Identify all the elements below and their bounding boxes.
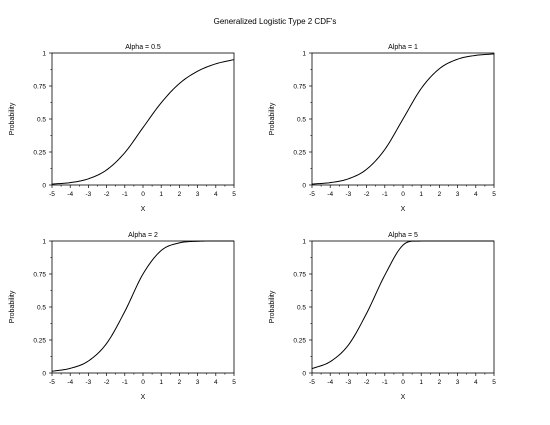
y-tick-label: 0.75: [293, 83, 306, 90]
x-tick-label: 0: [401, 191, 405, 198]
x-tick-label: 1: [419, 379, 423, 386]
series-line: [311, 240, 494, 370]
chart-panel-1: Alpha = 0.5 -5 -4 -3 -2 -1 0 1 2 3 4 5 0 0.25 0.5 0.75 1…: [9, 44, 236, 213]
y-axis-label: Probability: [9, 290, 16, 323]
x-tick-label: -1: [382, 191, 388, 198]
x-tick-label: -2: [364, 191, 370, 198]
x-axis-label: X: [141, 394, 146, 401]
y-tick-label: 0.5: [297, 116, 306, 123]
x-tick-label: -4: [67, 379, 73, 386]
y-tick-label: 0.25: [33, 149, 46, 156]
y-tick-label: 1: [42, 238, 46, 245]
x-tick-label: 4: [214, 191, 218, 198]
y-axis-label: Probability: [9, 102, 16, 135]
panel-title: Alpha = 1: [388, 44, 418, 51]
figure-title: Generalized Logistic Type 2 CDF's: [214, 17, 337, 26]
series-line: [51, 240, 234, 372]
x-tick-label: -2: [104, 379, 110, 386]
chart-panel-3: Alpha = 2 -5 -4 -3 -2 -1 0 1 2 3 4 5 0 0.25 0.5 0.75 1 X P…: [9, 232, 236, 401]
x-tick-label: 4: [214, 379, 218, 386]
x-tick-label: -4: [327, 379, 333, 386]
x-tick-label: 5: [232, 191, 236, 198]
y-tick-label: 0.75: [293, 271, 306, 278]
x-tick-label: -2: [104, 191, 110, 198]
x-tick-label: -2: [364, 379, 370, 386]
x-tick-label: 2: [438, 191, 442, 198]
x-tick-label: 3: [456, 379, 460, 386]
y-tick-label: 0.25: [33, 337, 46, 344]
x-tick-label: -4: [67, 191, 73, 198]
y-axis-label: Probability: [269, 290, 276, 323]
y-tick-label: 0: [302, 370, 306, 377]
y-tick-label: 0.5: [37, 116, 46, 123]
plot-frame: [51, 52, 235, 186]
x-tick-label: -3: [346, 191, 352, 198]
x-tick-label: -5: [309, 379, 315, 386]
y-tick-label: 1: [302, 238, 306, 245]
y-tick-label: 0.25: [293, 149, 306, 156]
series-line: [51, 59, 235, 185]
panel-title: Alpha = 2: [128, 232, 158, 239]
y-tick-label: 1: [42, 50, 46, 57]
x-tick-label: 5: [232, 379, 236, 386]
y-tick-label: 0.5: [297, 304, 306, 311]
x-tick-label: 2: [178, 379, 182, 386]
chart-panel-4: Alpha = 5 -5 -4 -3 -2 -1 0 1 2 3 4 5 0 0.25 0.5 0.75 1 X P…: [269, 232, 496, 401]
x-tick-label: 1: [419, 191, 423, 198]
x-tick-label: -5: [49, 191, 55, 198]
y-tick-label: 0.75: [33, 271, 46, 278]
x-tick-label: 0: [141, 191, 145, 198]
x-tick-label: 1: [159, 191, 163, 198]
x-tick-label: -4: [327, 191, 333, 198]
plot-frame: [51, 240, 235, 374]
panel-title: Alpha = 0.5: [125, 44, 161, 51]
x-tick-label: -3: [346, 379, 352, 386]
plot-frame: [311, 240, 495, 374]
x-tick-label: -1: [382, 379, 388, 386]
panel-title: Alpha = 5: [388, 232, 418, 239]
y-tick-label: 0: [42, 370, 46, 377]
x-tick-label: -5: [309, 191, 315, 198]
x-tick-label: 2: [438, 379, 442, 386]
x-axis-label: X: [141, 206, 146, 213]
x-tick-label: 2: [178, 191, 182, 198]
x-tick-label: 0: [401, 379, 405, 386]
y-tick-label: 0: [302, 182, 306, 189]
x-axis-label: X: [401, 206, 406, 213]
y-tick-label: 0: [42, 182, 46, 189]
x-tick-label: -3: [86, 191, 92, 198]
y-axis-label: Probability: [269, 102, 276, 135]
x-tick-label: 3: [456, 191, 460, 198]
x-tick-label: -3: [86, 379, 92, 386]
x-tick-label: 4: [474, 379, 478, 386]
y-tick-label: 1: [302, 50, 306, 57]
y-tick-label: 0.5: [37, 304, 46, 311]
x-tick-label: 3: [196, 191, 200, 198]
x-tick-label: 5: [492, 191, 496, 198]
x-tick-label: 3: [196, 379, 200, 386]
y-tick-label: 0.25: [293, 337, 306, 344]
x-tick-label: 4: [474, 191, 478, 198]
x-axis-label: X: [401, 394, 406, 401]
chart-panel-2: Alpha = 1 -5 -4 -3 -2 -1 0 1 2 3 4 5 0 0.25 0.5 0.75 1 X P…: [269, 44, 496, 213]
x-tick-label: -5: [49, 379, 55, 386]
x-tick-label: -1: [122, 379, 128, 386]
y-tick-label: 0.75: [33, 83, 46, 90]
x-tick-label: 5: [492, 379, 496, 386]
series-line: [311, 53, 495, 185]
x-tick-label: -1: [122, 191, 128, 198]
x-tick-label: 0: [141, 379, 145, 386]
x-tick-label: 1: [159, 379, 163, 386]
